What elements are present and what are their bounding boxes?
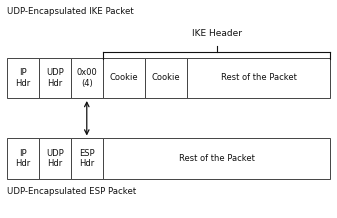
FancyBboxPatch shape xyxy=(39,58,71,98)
Text: Cookie: Cookie xyxy=(152,73,180,82)
Text: UDP-Encapsulated ESP Packet: UDP-Encapsulated ESP Packet xyxy=(7,187,136,196)
FancyBboxPatch shape xyxy=(187,58,330,98)
FancyBboxPatch shape xyxy=(71,58,103,98)
FancyBboxPatch shape xyxy=(7,138,39,179)
Text: ESP
Hdr: ESP Hdr xyxy=(79,149,95,168)
Text: UDP
Hdr: UDP Hdr xyxy=(46,149,64,168)
FancyBboxPatch shape xyxy=(71,138,103,179)
FancyBboxPatch shape xyxy=(103,58,145,98)
Text: IKE Header: IKE Header xyxy=(191,29,242,38)
FancyBboxPatch shape xyxy=(39,138,71,179)
Text: UDP
Hdr: UDP Hdr xyxy=(46,68,64,88)
Text: Rest of the Packet: Rest of the Packet xyxy=(221,73,297,82)
Text: IP
Hdr: IP Hdr xyxy=(15,149,30,168)
FancyBboxPatch shape xyxy=(145,58,187,98)
Text: UDP-Encapsulated IKE Packet: UDP-Encapsulated IKE Packet xyxy=(7,7,133,15)
Text: 0x00
(4): 0x00 (4) xyxy=(76,68,97,88)
FancyBboxPatch shape xyxy=(7,58,39,98)
Text: IP
Hdr: IP Hdr xyxy=(15,68,30,88)
Text: Rest of the Packet: Rest of the Packet xyxy=(179,154,254,163)
FancyBboxPatch shape xyxy=(103,138,330,179)
Text: Cookie: Cookie xyxy=(110,73,138,82)
